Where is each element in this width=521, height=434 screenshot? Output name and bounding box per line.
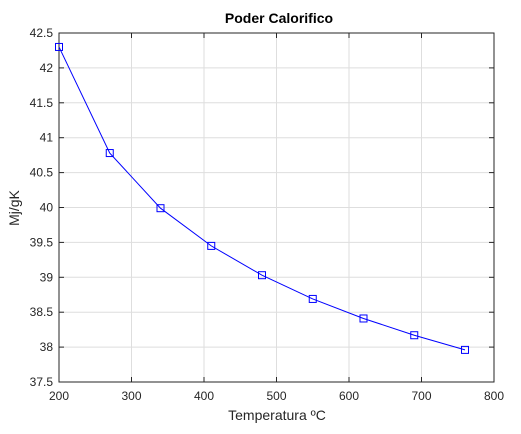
y-tick-label: 42.5	[30, 26, 54, 40]
axis-ticks: 200 300 400 500 600 700 800 37.5 38 38.5 39 39.5 40 4…	[30, 26, 505, 403]
x-tick-label: 200	[49, 389, 69, 403]
y-tick-label: 40.5	[30, 166, 54, 180]
grid-lines	[58, 32, 495, 383]
x-axis-label: Temperatura ºC	[228, 407, 326, 423]
x-tick-label: 700	[411, 389, 431, 403]
series-layer	[55, 42, 469, 354]
data-point-marker	[410, 331, 419, 340]
y-tick-label: 41.5	[30, 96, 54, 110]
data-point-marker	[258, 271, 266, 280]
data-point-marker	[156, 204, 165, 213]
y-tick-label: 39	[40, 270, 54, 284]
chart-title: Poder Calorifico	[225, 10, 333, 26]
x-tick-label: 400	[194, 389, 214, 403]
series-line	[58, 46, 466, 351]
y-axis-label: Mj/gK	[6, 189, 22, 225]
data-point-marker	[55, 42, 63, 51]
data-point-marker	[308, 294, 317, 303]
x-tick-label: 500	[266, 389, 286, 403]
y-tick-label: 38.5	[30, 305, 54, 319]
x-tick-label: 600	[339, 389, 359, 403]
y-tick-label: 42	[40, 61, 54, 75]
data-point-marker	[207, 241, 216, 250]
data-point-marker	[105, 149, 114, 158]
y-tick-label: 41	[40, 131, 54, 145]
x-tick-label: 300	[121, 389, 141, 403]
y-tick-label: 40	[40, 201, 54, 215]
x-tick-label: 800	[484, 389, 504, 403]
data-point-marker	[359, 314, 368, 323]
data-point-marker	[461, 345, 469, 354]
y-tick-label: 37.5	[30, 375, 54, 389]
y-tick-label: 39.5	[30, 235, 54, 249]
y-tick-label: 38	[40, 340, 54, 354]
